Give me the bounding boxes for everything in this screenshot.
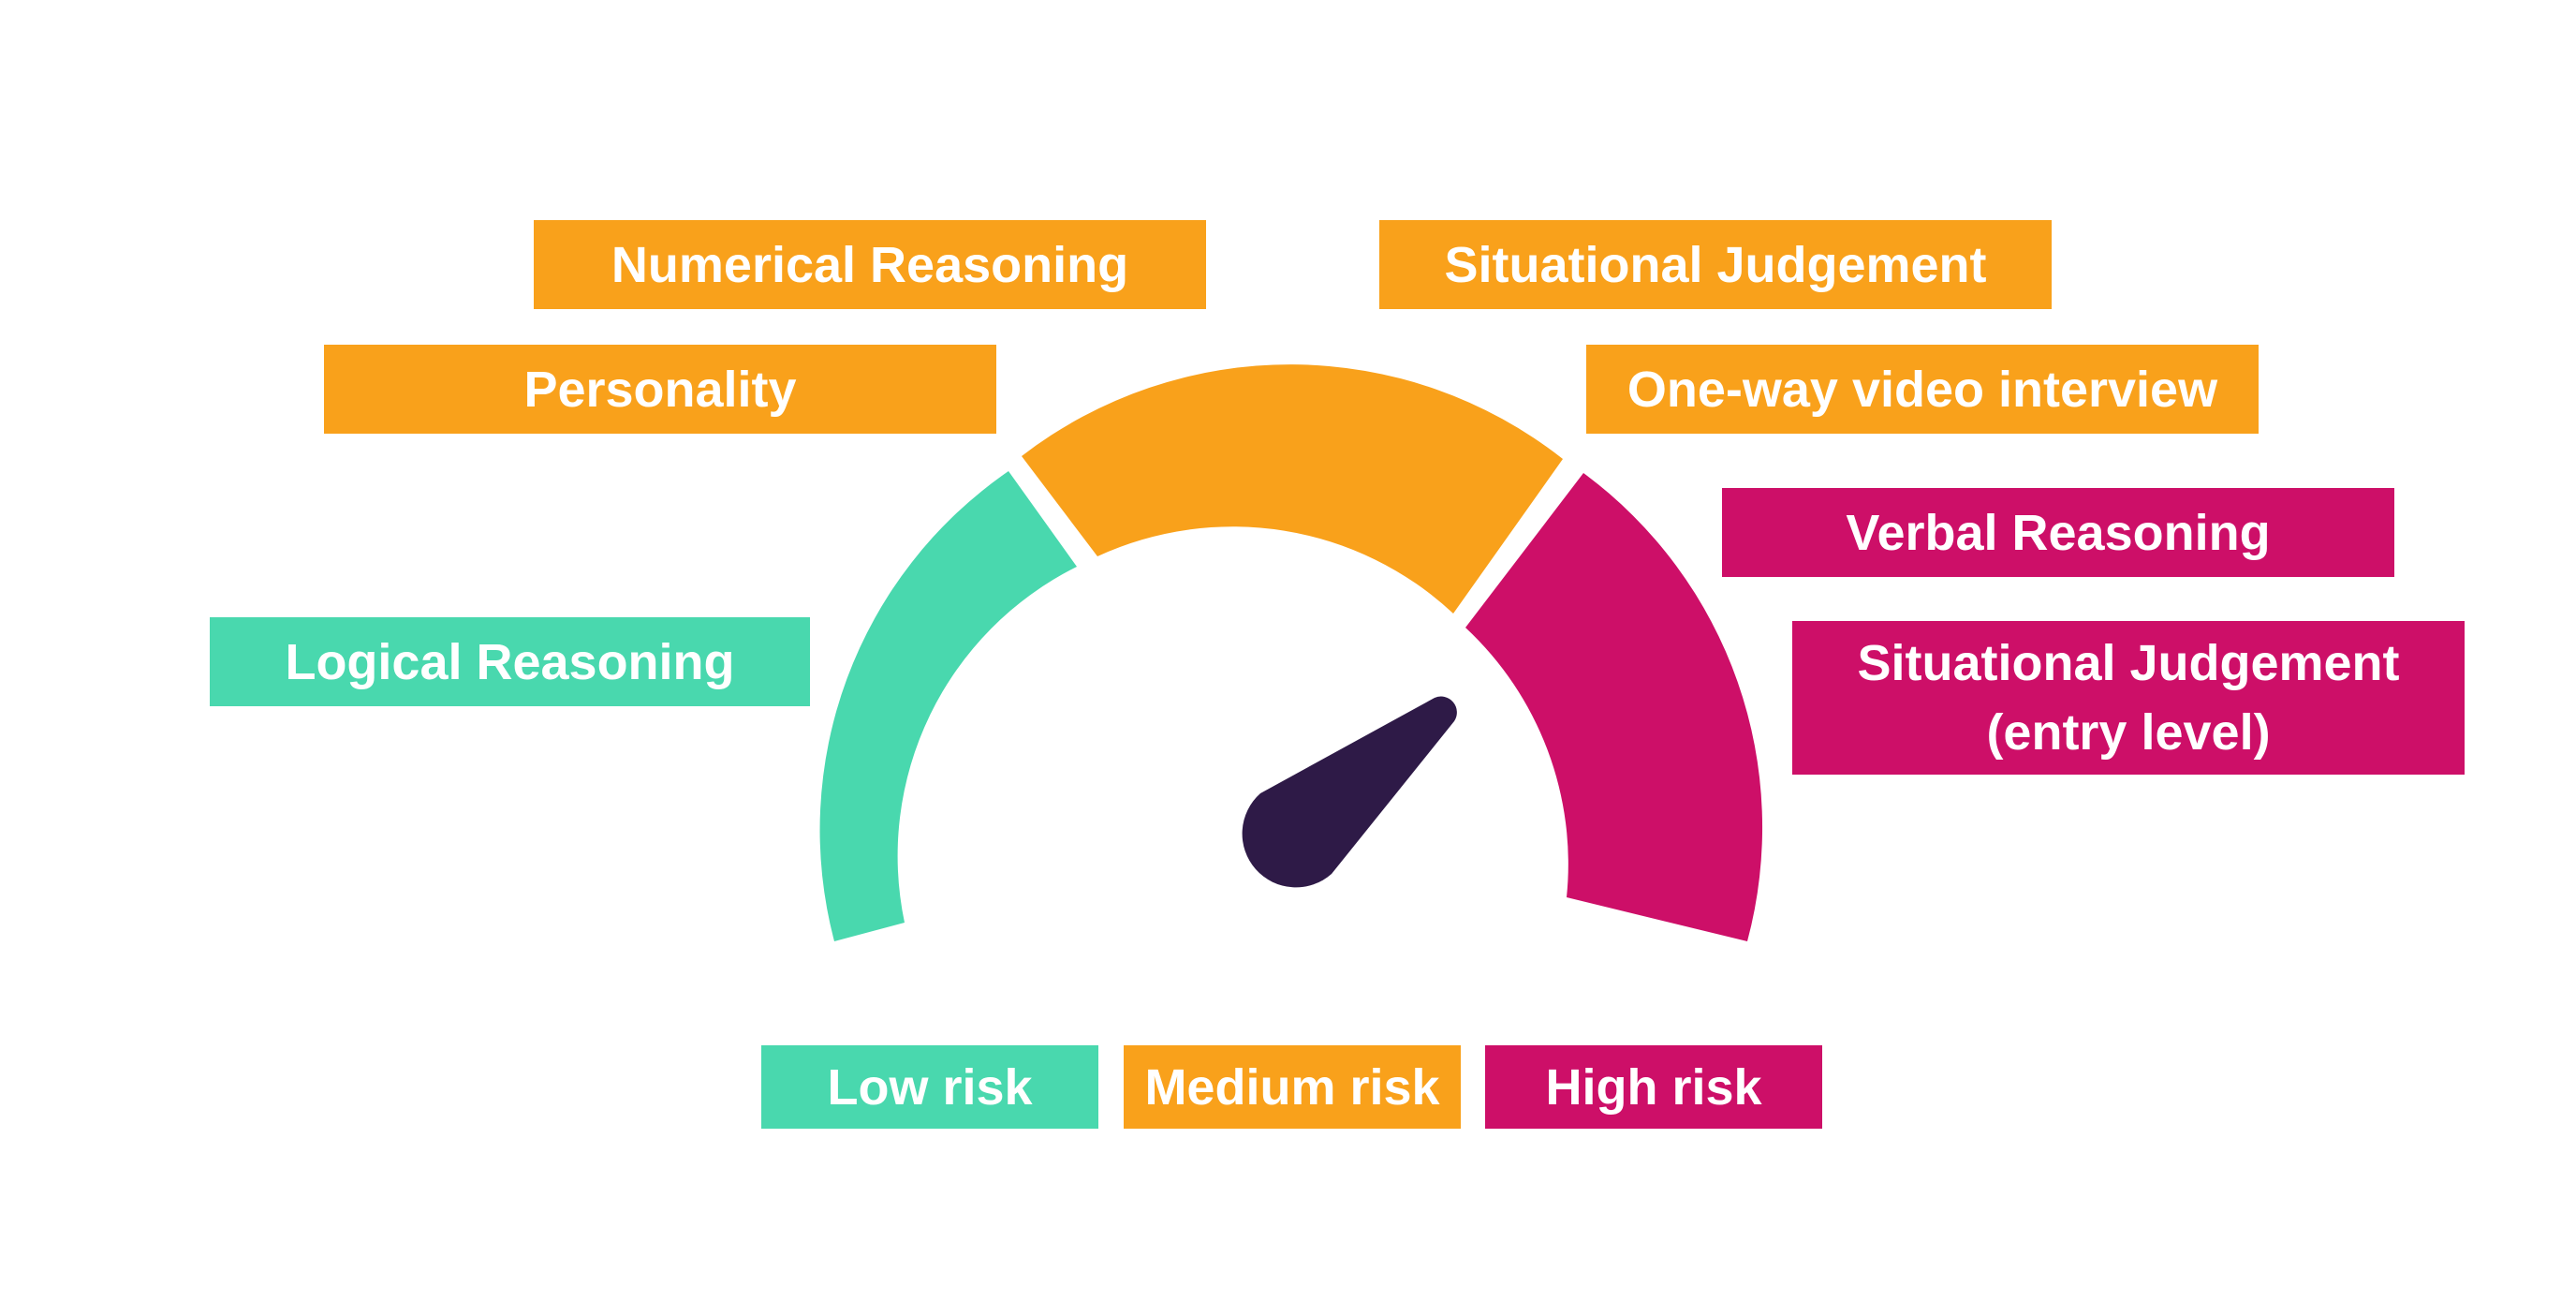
label-one-way-video-interview: One-way video interview: [1586, 345, 2259, 434]
gauge-needle: [1242, 696, 1457, 888]
gauge-segment-high: [1465, 473, 1763, 941]
label-logical-reasoning: Logical Reasoning: [210, 617, 810, 706]
label-situational-judgement-entry-level: Situational Judgement (entry level): [1792, 621, 2465, 775]
gauge-segment-medium: [1022, 364, 1563, 614]
label-personality: Personality: [324, 345, 996, 434]
label-situational-judgement-entry-line2: (entry level): [1986, 704, 2271, 761]
legend-medium-risk: Medium risk: [1124, 1045, 1461, 1129]
label-situational-judgement: Situational Judgement: [1379, 220, 2052, 309]
legend-high-risk: High risk: [1485, 1045, 1822, 1129]
gauge-segment-low: [819, 471, 1077, 941]
label-situational-judgement-entry-line1: Situational Judgement: [1857, 635, 2400, 691]
label-numerical-reasoning: Numerical Reasoning: [534, 220, 1206, 309]
legend-low-risk: Low risk: [761, 1045, 1098, 1129]
label-verbal-reasoning: Verbal Reasoning: [1722, 488, 2394, 577]
